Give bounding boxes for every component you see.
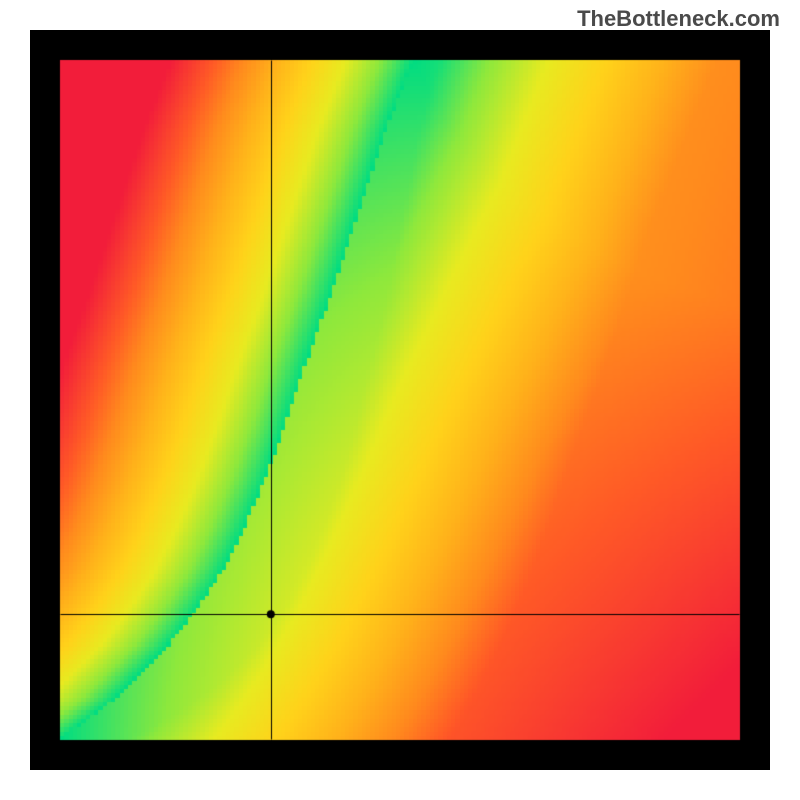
bottleneck-heatmap <box>30 30 770 770</box>
source-watermark: TheBottleneck.com <box>577 6 780 32</box>
